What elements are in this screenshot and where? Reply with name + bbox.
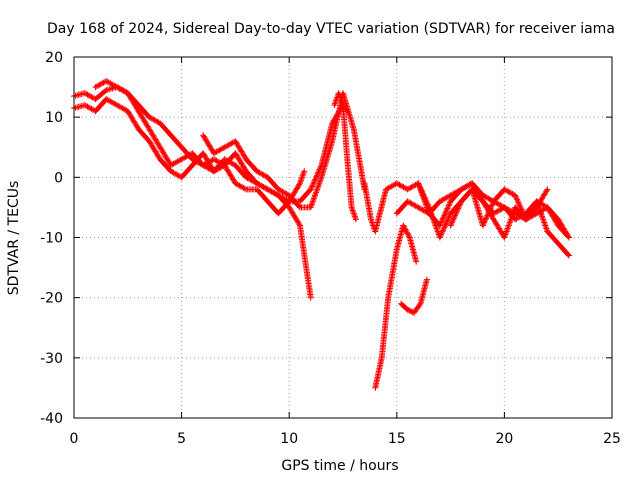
series-track-c (92, 78, 351, 205)
plus-markers (398, 276, 430, 316)
grid (74, 57, 612, 418)
series-track-a (71, 84, 308, 217)
plus-markers (71, 96, 314, 301)
series-track-k (447, 186, 551, 241)
x-tick-label: 0 (70, 431, 79, 447)
y-tick-label: -40 (40, 411, 63, 427)
plus-markers (331, 90, 359, 223)
series-track-e (331, 90, 359, 223)
x-tick-label: 5 (177, 431, 186, 447)
series-track-g (372, 222, 420, 391)
y-tick-label: 10 (45, 110, 63, 126)
x-tick-label: 15 (388, 431, 406, 447)
plus-markers (200, 90, 368, 211)
axis-ticks: 0 5 10 15 20 25 -40 -30 -20 -10 0 10 20 (40, 50, 621, 447)
series-track-i (393, 180, 572, 241)
series-track-b (71, 96, 314, 301)
plus-markers (447, 186, 551, 241)
y-tick-label: -20 (40, 291, 63, 307)
series-track-d (200, 90, 368, 211)
y-tick-label: 20 (45, 50, 63, 66)
chart-title: Day 168 of 2024, Sidereal Day-to-day VTE… (47, 21, 615, 37)
series-track-h (398, 276, 430, 316)
plus-markers (393, 180, 572, 241)
y-axis-label: SDTVAR / TECUs (6, 181, 22, 296)
data-points (71, 78, 572, 391)
y-tick-label: -10 (40, 231, 63, 247)
plus-markers (92, 78, 351, 205)
y-tick-label: -30 (40, 351, 63, 367)
y-tick-label: 0 (54, 170, 63, 186)
x-tick-label: 10 (280, 431, 298, 447)
plus-markers (372, 222, 420, 391)
x-axis-label: GPS time / hours (281, 458, 398, 474)
x-tick-label: 20 (495, 431, 513, 447)
x-tick-label: 25 (603, 431, 621, 447)
plus-markers (71, 84, 308, 217)
